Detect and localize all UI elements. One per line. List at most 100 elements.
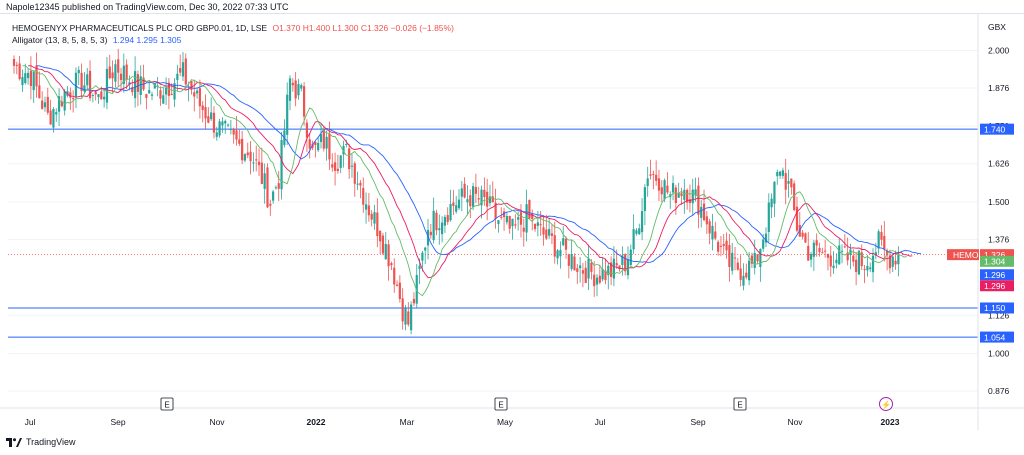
candle-body — [449, 204, 452, 221]
candle-body — [553, 235, 556, 257]
candle-body — [883, 235, 886, 250]
candle-body — [590, 262, 593, 272]
candle-body — [24, 73, 27, 84]
candle-body — [491, 196, 494, 203]
candle-body — [745, 272, 748, 278]
candle-body — [379, 230, 382, 242]
candle-body — [302, 86, 306, 117]
candle-body — [345, 144, 348, 146]
candle-body — [266, 167, 269, 208]
candle-body — [435, 212, 438, 231]
candle-body — [243, 154, 247, 161]
candle-body — [486, 191, 489, 207]
candle-body — [666, 185, 669, 193]
x-tick-label: Jul — [595, 417, 606, 427]
candle-body — [260, 162, 263, 185]
candle-body — [232, 128, 235, 135]
candle-body — [615, 263, 618, 266]
candle-body — [381, 235, 385, 254]
candle-body — [111, 72, 114, 79]
candle-body — [193, 92, 196, 97]
candle-body — [395, 284, 399, 286]
candle-body — [348, 148, 351, 170]
y-tick-label: 2.000 — [988, 45, 1010, 55]
candle-body — [505, 216, 508, 223]
candle-body — [671, 183, 675, 193]
hline-price-label: 1.054 — [984, 332, 1006, 342]
candle-body — [471, 186, 475, 207]
candle-body — [150, 94, 154, 96]
candle-body — [162, 95, 165, 104]
earnings-marker-label: E — [164, 401, 169, 410]
candle-body — [29, 70, 32, 87]
candle-body — [359, 182, 362, 186]
candle-body — [686, 189, 689, 203]
tradingview-logo-icon — [6, 437, 22, 447]
teeth-price-label-bg — [980, 280, 1014, 292]
candle-body — [525, 204, 528, 233]
candle-body — [483, 189, 486, 198]
candle-body — [559, 250, 562, 257]
symbol-tag: HEMO — [953, 250, 979, 260]
candle-body — [860, 252, 863, 267]
candle-body — [852, 255, 855, 262]
candle-body — [164, 88, 168, 95]
candle-body — [122, 65, 125, 85]
lips-price-label: 1.304 — [984, 257, 1006, 267]
candle-body — [829, 255, 832, 267]
candle-body — [663, 180, 666, 200]
candle-body — [314, 142, 317, 145]
symbol-tag-bg — [947, 249, 979, 261]
earnings-marker-label: E — [498, 401, 503, 410]
ohlc-values: O1.370 H1.400 L1.300 C1.326 −0.026 (−1.8… — [272, 23, 454, 33]
candle-body — [674, 187, 677, 203]
candle-body — [609, 262, 613, 277]
candle-body — [72, 98, 75, 100]
candle-body — [739, 268, 742, 280]
candle-body — [390, 263, 393, 266]
indicator-title[interactable]: Alligator (13, 8, 5, 8, 5, 3) — [12, 35, 108, 45]
earnings-marker-icon — [160, 397, 174, 411]
candle-body — [305, 122, 309, 138]
candle-body — [677, 192, 680, 198]
candle-body — [778, 171, 782, 176]
candle-body — [201, 105, 204, 111]
candle-body — [55, 112, 58, 115]
symbol-title[interactable]: HEMOGENYX PHARMACEUTICALS PLC ORD GBP0.0… — [12, 23, 268, 33]
x-tick-label: Sep — [110, 417, 125, 427]
candle-body — [466, 199, 469, 203]
candle-body — [562, 238, 565, 246]
indicator-values: 1.294 1.295 1.305 — [112, 35, 182, 45]
candle-body — [533, 223, 537, 230]
candle-body — [857, 250, 861, 275]
candle-body — [480, 189, 483, 206]
candle-body — [221, 121, 224, 126]
candle-body — [452, 202, 455, 206]
candle-body — [843, 246, 846, 248]
candle-body — [128, 82, 131, 85]
candle-body — [15, 64, 18, 66]
publish-header: Napole12345 published on TradingView.com… — [0, 0, 1024, 14]
candle-body — [542, 227, 545, 235]
candle-body — [460, 188, 463, 197]
candle-body — [49, 110, 52, 125]
candle-body — [826, 253, 830, 258]
candle-body — [474, 187, 477, 194]
candle-body — [573, 256, 576, 271]
candle-body — [181, 62, 185, 77]
candle-body — [855, 259, 858, 272]
y-tick-label: 1.000 — [988, 348, 1010, 358]
candle-body — [880, 232, 883, 240]
candle-body — [697, 185, 700, 215]
candle-body — [657, 178, 661, 191]
candle-body — [815, 240, 818, 246]
candle-body — [215, 132, 218, 137]
candle-body — [57, 96, 61, 112]
candle-body — [336, 168, 339, 172]
candle-body — [812, 242, 815, 257]
candle-body — [35, 65, 38, 87]
candle-body — [131, 87, 134, 93]
candle-body — [871, 255, 875, 273]
